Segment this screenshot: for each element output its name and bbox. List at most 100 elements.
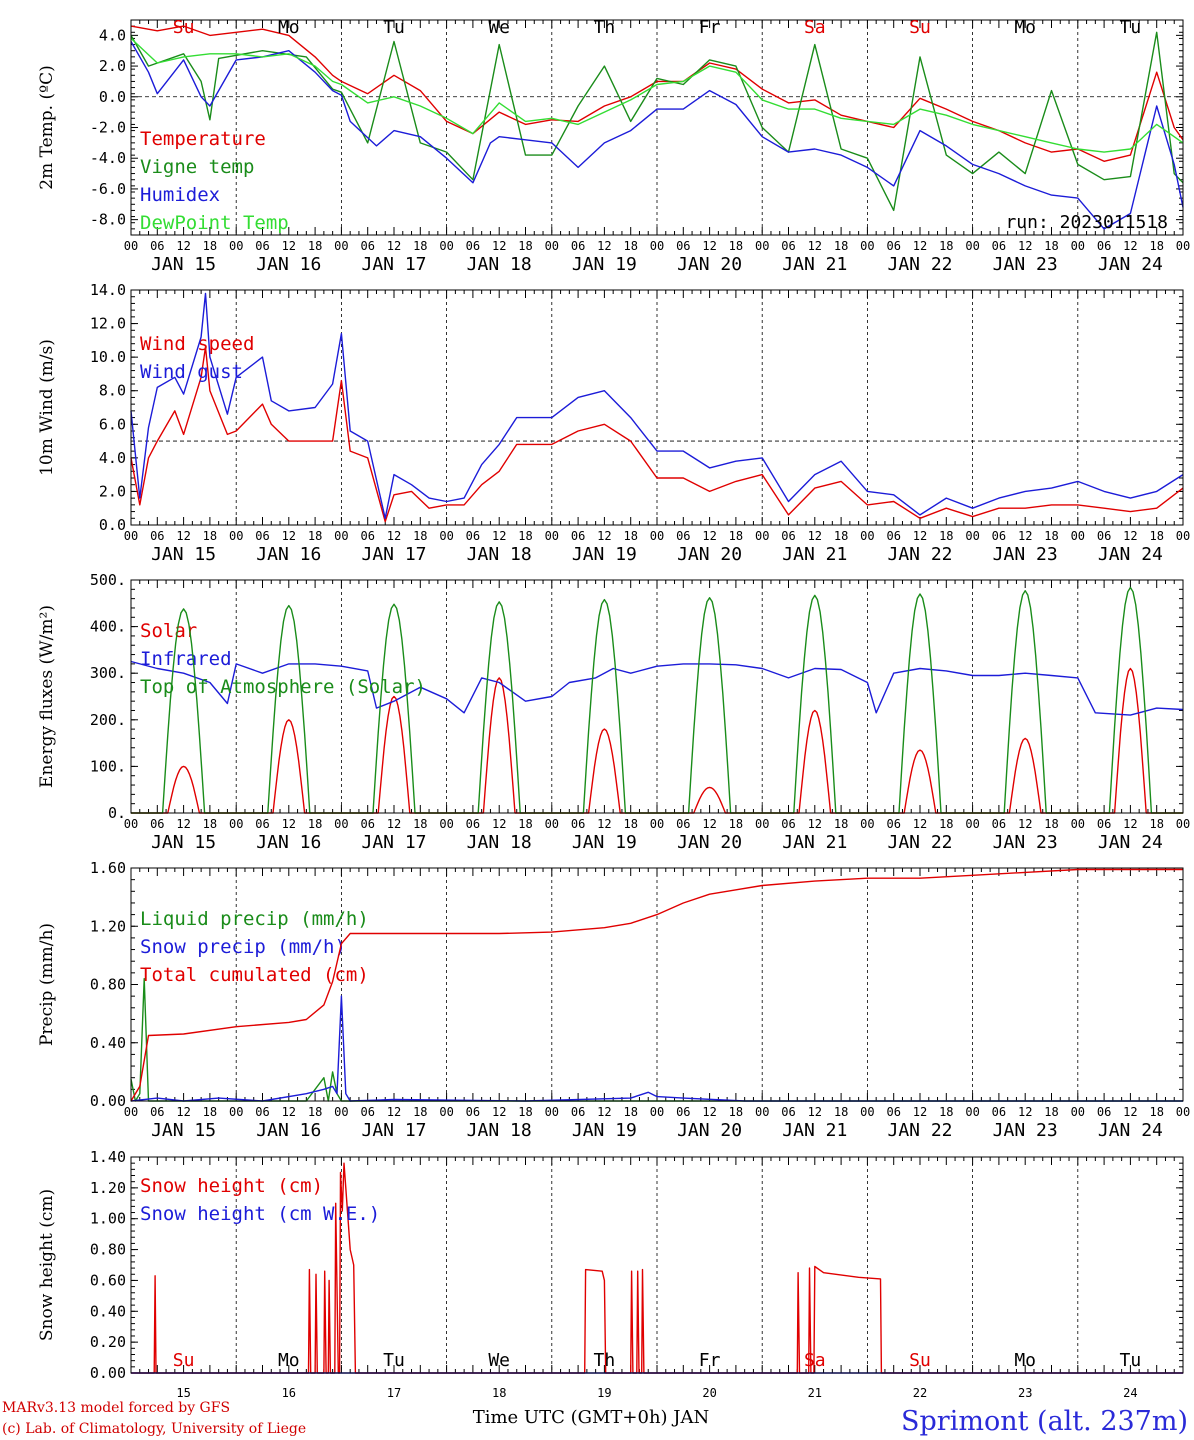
hour-tick-label: 18 [308, 1105, 322, 1119]
hour-tick-label: 00 [439, 817, 453, 831]
legend-entry: Top of Atmosphere (Solar) [140, 676, 426, 698]
hour-tick-label: 00 [860, 529, 874, 543]
weekday-label: Su [909, 17, 931, 38]
hour-tick-label: 12 [282, 817, 296, 831]
hour-tick-label: 00 [650, 1105, 664, 1119]
day-label: JAN 17 [361, 544, 426, 565]
hour-tick-label: 18 [939, 817, 953, 831]
hour-tick-label: 06 [466, 529, 480, 543]
hour-tick-label: 06 [360, 817, 374, 831]
day-number: 18 [492, 1386, 506, 1400]
legend-entry: Vigne temp [140, 156, 254, 178]
hour-tick-label: 18 [939, 529, 953, 543]
day-label: JAN 19 [572, 1120, 637, 1141]
hour-tick-label: 06 [992, 239, 1006, 253]
day-number: 17 [387, 1386, 401, 1400]
hour-tick-label: 00 [545, 239, 559, 253]
hour-tick-label: 06 [781, 817, 795, 831]
hour-tick-label: 00 [1176, 1105, 1190, 1119]
day-label: JAN 24 [1098, 544, 1163, 565]
hour-tick-label: 06 [676, 239, 690, 253]
y-tick-label: 400. [90, 618, 126, 636]
hour-tick-label: 18 [308, 239, 322, 253]
hour-tick-label: 00 [965, 529, 979, 543]
day-label: JAN 21 [782, 1120, 847, 1141]
hour-tick-label: 12 [597, 239, 611, 253]
weekday-label: Su [173, 17, 195, 38]
y-tick-label: 0.00 [90, 1364, 126, 1382]
weekday-label: Sa [804, 17, 826, 38]
weekday-label: We [488, 1350, 510, 1371]
hour-tick-label: 00 [860, 1105, 874, 1119]
series-line-infrared [130, 660, 1184, 716]
hour-tick-label: 12 [808, 239, 822, 253]
y-tick-label: 500. [90, 571, 126, 589]
day-label: JAN 19 [572, 544, 637, 565]
hour-tick-label: 00 [1176, 817, 1190, 831]
hour-tick-label: 12 [1018, 239, 1032, 253]
model-credit: MARv3.13 model forced by GFS [2, 1400, 230, 1416]
hour-tick-label: 18 [413, 529, 427, 543]
hour-tick-label: 00 [965, 817, 979, 831]
day-label: JAN 16 [256, 254, 321, 275]
hour-tick-label: 12 [176, 1105, 190, 1119]
hour-tick-label: 18 [1149, 817, 1163, 831]
day-label: JAN 18 [467, 1120, 532, 1141]
hour-tick-label: 18 [518, 239, 532, 253]
hour-tick-label: 00 [545, 1105, 559, 1119]
weekday-label: Tu [383, 17, 405, 38]
plot-frame [130, 1156, 1184, 1374]
weekday-label: Tu [383, 1350, 405, 1371]
day-label: JAN 16 [256, 544, 321, 565]
hour-tick-label: 18 [203, 529, 217, 543]
weekday-label: Mo [278, 17, 300, 38]
hour-tick-label: 06 [992, 817, 1006, 831]
hour-tick-label: 18 [834, 239, 848, 253]
day-number: 21 [808, 1386, 822, 1400]
hour-tick-label: 00 [229, 817, 243, 831]
hour-tick-label: 18 [939, 1105, 953, 1119]
site-name: Sprimont (alt. 237m) [901, 1406, 1188, 1437]
chart-panel-4: 1.60 1.20 0.80 0.40 0.00 Precip (mm/h) Liquid … [37, 859, 1190, 1141]
y-tick-label: 0.80 [90, 1241, 126, 1259]
hour-tick-label: 06 [571, 1105, 585, 1119]
series-line-wind-gust [130, 292, 1184, 519]
hour-tick-label: 18 [203, 1105, 217, 1119]
series-line-temperature [130, 25, 1184, 162]
hour-tick-label: 00 [124, 239, 138, 253]
day-label: JAN 19 [572, 832, 637, 853]
hour-tick-label: 00 [229, 239, 243, 253]
hour-tick-label: 00 [755, 239, 769, 253]
hour-tick-label: 12 [387, 817, 401, 831]
hour-tick-label: 12 [808, 1105, 822, 1119]
hour-tick-label: 12 [176, 529, 190, 543]
hour-tick-label: 18 [729, 529, 743, 543]
hour-tick-label: 12 [282, 529, 296, 543]
hour-tick-label: 00 [755, 529, 769, 543]
y-tick-label: 0.0 [99, 88, 126, 106]
day-label: JAN 18 [467, 254, 532, 275]
y-tick-label: 0.0 [99, 516, 126, 534]
hour-tick-label: 06 [781, 529, 795, 543]
y-tick-label: 1.40 [90, 1148, 126, 1166]
hour-tick-label: 00 [545, 529, 559, 543]
day-label: JAN 24 [1098, 832, 1163, 853]
hour-tick-label: 00 [860, 817, 874, 831]
hour-tick-label: 00 [229, 529, 243, 543]
hour-tick-label: 06 [1097, 817, 1111, 831]
hour-tick-label: 18 [1044, 817, 1058, 831]
hour-tick-label: 18 [203, 817, 217, 831]
hour-tick-label: 12 [913, 1105, 927, 1119]
day-label: JAN 21 [782, 832, 847, 853]
y-tick-label: 6.0 [99, 415, 126, 433]
hour-tick-label: 18 [518, 1105, 532, 1119]
day-label: JAN 24 [1098, 1120, 1163, 1141]
y-tick-label: 12.0 [90, 315, 126, 333]
day-label: JAN 22 [887, 254, 952, 275]
day-label: JAN 17 [361, 1120, 426, 1141]
y-axis-label: 10m Wind (m/s) [37, 339, 57, 476]
hour-tick-label: 12 [597, 529, 611, 543]
hour-tick-label: 12 [492, 239, 506, 253]
legend-entry: Total cumulated (cm) [140, 964, 369, 986]
day-number: 16 [282, 1386, 296, 1400]
